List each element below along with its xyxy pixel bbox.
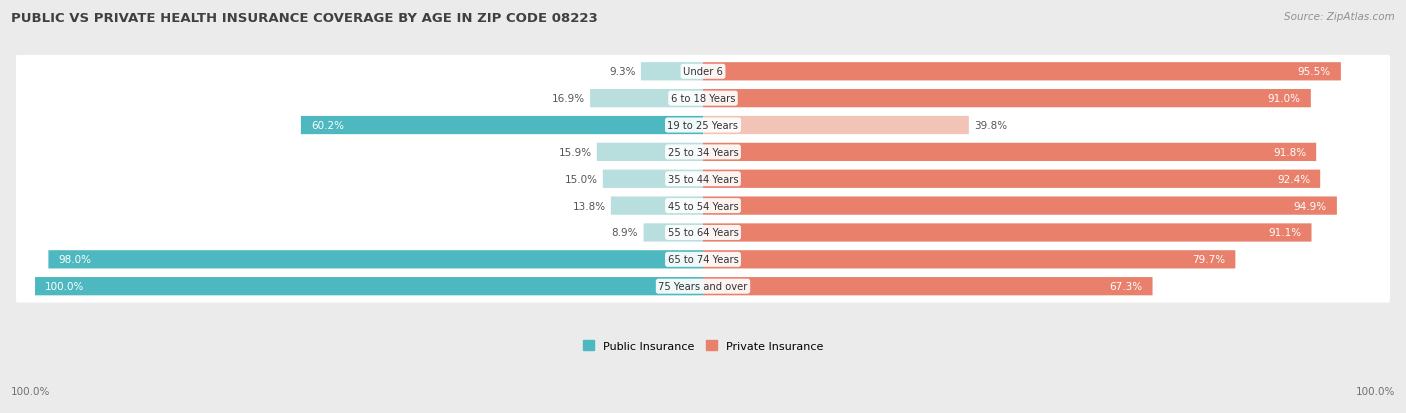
Text: PUBLIC VS PRIVATE HEALTH INSURANCE COVERAGE BY AGE IN ZIP CODE 08223: PUBLIC VS PRIVATE HEALTH INSURANCE COVER… <box>11 12 598 25</box>
Text: 25 to 34 Years: 25 to 34 Years <box>668 147 738 157</box>
Text: 15.9%: 15.9% <box>558 147 592 157</box>
Text: 19 to 25 Years: 19 to 25 Years <box>668 121 738 131</box>
FancyBboxPatch shape <box>703 278 1153 296</box>
Text: Under 6: Under 6 <box>683 67 723 77</box>
Text: 39.8%: 39.8% <box>974 121 1007 131</box>
FancyBboxPatch shape <box>703 224 1312 242</box>
FancyBboxPatch shape <box>603 170 703 188</box>
FancyBboxPatch shape <box>301 116 703 135</box>
FancyBboxPatch shape <box>703 251 1236 269</box>
Text: 45 to 54 Years: 45 to 54 Years <box>668 201 738 211</box>
Text: 92.4%: 92.4% <box>1277 174 1310 184</box>
FancyBboxPatch shape <box>15 83 1391 115</box>
Text: 100.0%: 100.0% <box>1355 387 1395 396</box>
FancyBboxPatch shape <box>48 251 703 269</box>
Text: 8.9%: 8.9% <box>612 228 638 238</box>
FancyBboxPatch shape <box>703 63 1341 81</box>
Text: 100.0%: 100.0% <box>11 387 51 396</box>
FancyBboxPatch shape <box>15 109 1391 142</box>
FancyBboxPatch shape <box>703 90 1310 108</box>
FancyBboxPatch shape <box>15 190 1391 223</box>
Text: 9.3%: 9.3% <box>609 67 636 77</box>
Text: 98.0%: 98.0% <box>59 255 91 265</box>
FancyBboxPatch shape <box>596 143 703 161</box>
FancyBboxPatch shape <box>35 278 703 296</box>
Text: 91.1%: 91.1% <box>1268 228 1302 238</box>
FancyBboxPatch shape <box>703 143 1316 161</box>
Text: 6 to 18 Years: 6 to 18 Years <box>671 94 735 104</box>
FancyBboxPatch shape <box>15 136 1391 169</box>
Text: 15.0%: 15.0% <box>564 174 598 184</box>
Text: 91.0%: 91.0% <box>1268 94 1301 104</box>
Text: 94.9%: 94.9% <box>1294 201 1327 211</box>
FancyBboxPatch shape <box>15 243 1391 276</box>
FancyBboxPatch shape <box>703 116 969 135</box>
Text: 65 to 74 Years: 65 to 74 Years <box>668 255 738 265</box>
Text: 67.3%: 67.3% <box>1109 282 1143 292</box>
Text: 13.8%: 13.8% <box>572 201 606 211</box>
FancyBboxPatch shape <box>15 163 1391 196</box>
FancyBboxPatch shape <box>15 56 1391 88</box>
FancyBboxPatch shape <box>644 224 703 242</box>
Text: 16.9%: 16.9% <box>551 94 585 104</box>
FancyBboxPatch shape <box>641 63 703 81</box>
Legend: Public Insurance, Private Insurance: Public Insurance, Private Insurance <box>579 336 827 356</box>
Text: 60.2%: 60.2% <box>311 121 344 131</box>
Text: 55 to 64 Years: 55 to 64 Years <box>668 228 738 238</box>
Text: 91.8%: 91.8% <box>1272 147 1306 157</box>
Text: 95.5%: 95.5% <box>1298 67 1331 77</box>
FancyBboxPatch shape <box>15 216 1391 249</box>
Text: 100.0%: 100.0% <box>45 282 84 292</box>
FancyBboxPatch shape <box>15 270 1391 303</box>
FancyBboxPatch shape <box>703 170 1320 188</box>
FancyBboxPatch shape <box>703 197 1337 215</box>
Text: Source: ZipAtlas.com: Source: ZipAtlas.com <box>1284 12 1395 22</box>
Text: 35 to 44 Years: 35 to 44 Years <box>668 174 738 184</box>
Text: 79.7%: 79.7% <box>1192 255 1226 265</box>
FancyBboxPatch shape <box>610 197 703 215</box>
FancyBboxPatch shape <box>591 90 703 108</box>
Text: 75 Years and over: 75 Years and over <box>658 282 748 292</box>
